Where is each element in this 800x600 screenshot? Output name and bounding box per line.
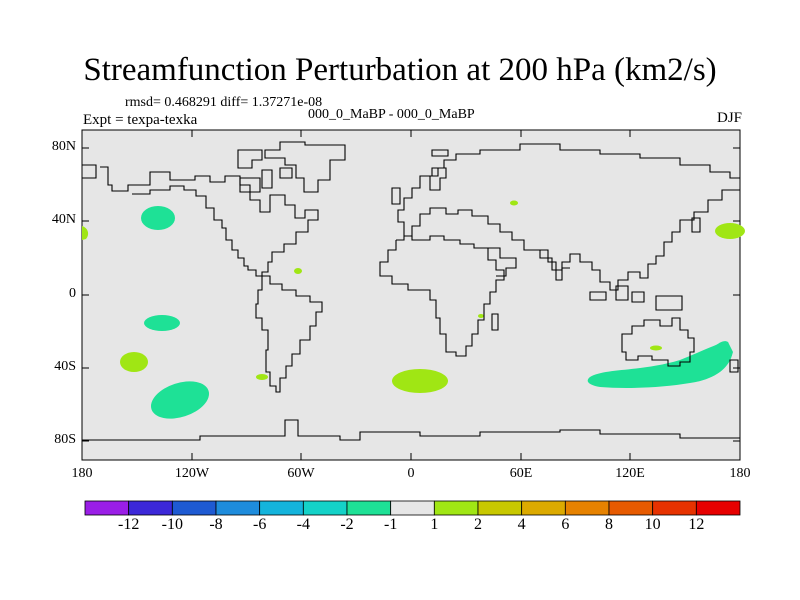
coastline-indonesia bbox=[589, 285, 683, 311]
coastline-alaska bbox=[82, 164, 97, 179]
colorbar-label: -6 bbox=[252, 516, 267, 533]
colorbar-swatch bbox=[128, 500, 173, 516]
expt-line: Expt = texpa-texka bbox=[83, 112, 198, 128]
coastline-greenland bbox=[264, 141, 346, 193]
coastline-svalbard bbox=[431, 149, 449, 157]
colorbar-label: 1 bbox=[430, 516, 439, 533]
positive-patch bbox=[650, 345, 662, 351]
lon-label: 60E bbox=[509, 466, 533, 481]
lon-label: 180 bbox=[729, 466, 751, 481]
lon-label: 180 bbox=[71, 466, 93, 481]
positive-patch bbox=[715, 223, 745, 239]
colorbar-swatch bbox=[346, 500, 392, 516]
colorbar-swatch bbox=[521, 500, 566, 516]
positive-patch bbox=[510, 200, 518, 206]
colorbar-swatch bbox=[695, 500, 741, 516]
case-line: 000_0_MaBP - 000_0_MaBP bbox=[308, 107, 475, 122]
coastline-south-america bbox=[255, 275, 323, 393]
positive-patch bbox=[392, 369, 448, 393]
colorbar-label: -2 bbox=[340, 516, 354, 533]
lat-label: 40N bbox=[51, 212, 76, 227]
colorbar-swatch bbox=[302, 500, 348, 516]
colorbar-label: 12 bbox=[688, 516, 705, 533]
colorbar-swatch bbox=[390, 500, 435, 516]
negative-patch bbox=[587, 342, 732, 388]
colorbar-swatch bbox=[171, 500, 217, 516]
positive-patch bbox=[120, 352, 148, 372]
positive-patch bbox=[256, 374, 268, 380]
positive-patch bbox=[478, 314, 484, 318]
colorbar-label: 4 bbox=[517, 516, 526, 533]
colorbar-label: -10 bbox=[161, 516, 183, 533]
colorbar-label: 6 bbox=[561, 516, 570, 533]
colorbar-swatch bbox=[84, 500, 130, 516]
lat-label: 40S bbox=[54, 359, 76, 374]
lat-label: 80S bbox=[54, 432, 76, 447]
colorbar-label: -8 bbox=[209, 516, 223, 533]
coastline-scandinavia bbox=[429, 167, 447, 191]
negative-patch bbox=[150, 381, 210, 419]
lat-label: 0 bbox=[69, 286, 76, 301]
coastline-new-zealand bbox=[729, 359, 739, 373]
negative-patch bbox=[700, 341, 733, 378]
positive-patch bbox=[294, 268, 302, 274]
plot-title: Streamfunction Perturbation at 200 hPa (… bbox=[83, 52, 717, 88]
coastlines bbox=[82, 141, 740, 441]
lon-label: 120E bbox=[615, 466, 645, 481]
colorbar-swatch bbox=[477, 500, 523, 516]
colorbar-label: 2 bbox=[474, 516, 482, 533]
colorbar-swatch bbox=[608, 500, 654, 516]
lat-label: 80N bbox=[51, 139, 76, 154]
coastline-arctic-islands bbox=[237, 149, 293, 193]
colorbar-label: 10 bbox=[644, 516, 661, 533]
colorbar-label: -12 bbox=[117, 516, 140, 533]
axis-ticks bbox=[82, 130, 740, 460]
coastline-arabia bbox=[488, 247, 517, 277]
lon-label: 0 bbox=[407, 466, 415, 481]
coastline-north-america bbox=[100, 166, 319, 277]
coastline-india bbox=[540, 249, 570, 281]
lon-label: 120W bbox=[174, 466, 210, 481]
coastline-antarctica bbox=[82, 419, 740, 441]
season-label: DJF bbox=[716, 110, 742, 126]
coastline-australia bbox=[621, 317, 695, 367]
colorbar-swatch bbox=[564, 500, 610, 516]
positive-patch bbox=[82, 226, 89, 240]
colorbar-swatch bbox=[652, 500, 697, 516]
colorbar-swatch bbox=[433, 500, 479, 516]
coastline-eurasia bbox=[396, 143, 740, 241]
coastline-madagascar bbox=[491, 313, 499, 331]
colorbar-label: 8 bbox=[605, 516, 613, 533]
negative-patch bbox=[144, 315, 180, 331]
lon-label: 60W bbox=[287, 466, 315, 481]
negative-patch bbox=[141, 206, 175, 230]
anomaly-patches bbox=[82, 200, 745, 419]
coastline-africa bbox=[379, 235, 505, 357]
colorbar-swatch bbox=[215, 500, 261, 516]
coastline-uk bbox=[391, 187, 401, 205]
coastline-asia-east bbox=[404, 189, 740, 291]
coastline-japan bbox=[691, 217, 701, 233]
colorbar-swatch bbox=[259, 500, 304, 516]
colorbar-label: -1 bbox=[383, 516, 398, 533]
colorbar bbox=[84, 500, 741, 516]
colorbar-label: -4 bbox=[296, 516, 310, 533]
stats-line: rmsd= 0.468291 diff= 1.37271e-08 bbox=[125, 95, 323, 110]
